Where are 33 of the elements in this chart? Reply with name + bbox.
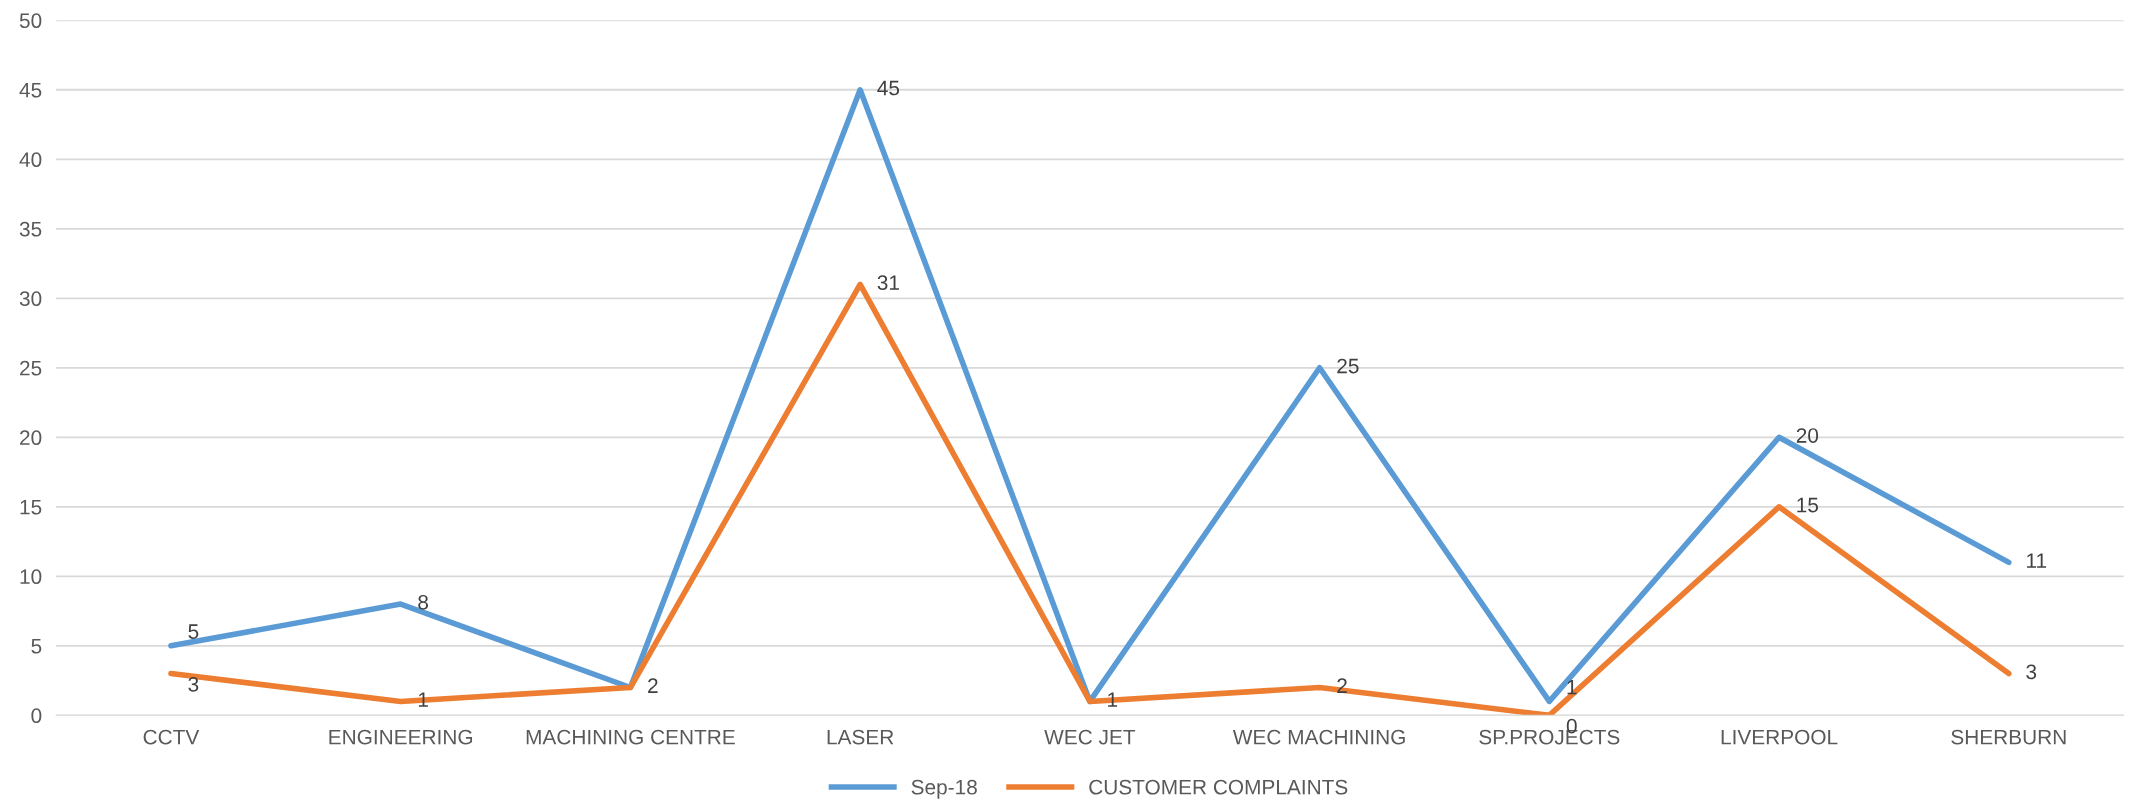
data-label: 3 (2026, 664, 2037, 680)
x-tick-label: CCTV (143, 729, 200, 745)
y-tick-label: 40 (19, 152, 42, 168)
y-tick-label: 0 (31, 708, 42, 724)
legend-label: CUSTOMER COMPLAINTS (1089, 779, 1348, 795)
data-label: 25 (1337, 358, 1359, 374)
x-tick-label: LASER (827, 729, 894, 745)
x-tick-label: MACHINING CENTRE (526, 729, 735, 745)
data-label: 1 (1567, 679, 1577, 695)
data-label: 8 (418, 594, 428, 610)
y-tick-label: 5 (31, 639, 42, 654)
y-tick-label: 10 (20, 569, 42, 585)
x-tick-label: WEC JET (1044, 729, 1136, 745)
y-tick-label: 25 (20, 360, 42, 376)
y-tick-label: 15 (20, 500, 42, 515)
data-label: 15 (1797, 497, 1819, 513)
y-tick-label: 30 (19, 291, 42, 307)
x-tick-label: ENGINEERING (329, 729, 473, 745)
data-label: 20 (1796, 428, 1819, 443)
legend-label: Sep-18 (911, 779, 977, 799)
data-label: 5 (188, 624, 199, 639)
data-label: 3 (188, 676, 199, 692)
y-tick-label: 20 (20, 430, 42, 446)
y-tick-label: 45 (19, 82, 42, 98)
y-tick-label: 50 (19, 13, 42, 29)
data-label: 31 (877, 275, 899, 290)
x-tick-label: WEC MACHINING (1232, 729, 1405, 745)
data-label: 11 (2027, 553, 2047, 568)
data-label: 45 (877, 80, 900, 96)
x-tick-label: SHERBURN (1951, 729, 2066, 745)
data-label: 2 (648, 678, 658, 693)
x-tick-label: LIVERPOOL (1721, 729, 1838, 745)
y-tick-label: 35 (19, 221, 42, 237)
